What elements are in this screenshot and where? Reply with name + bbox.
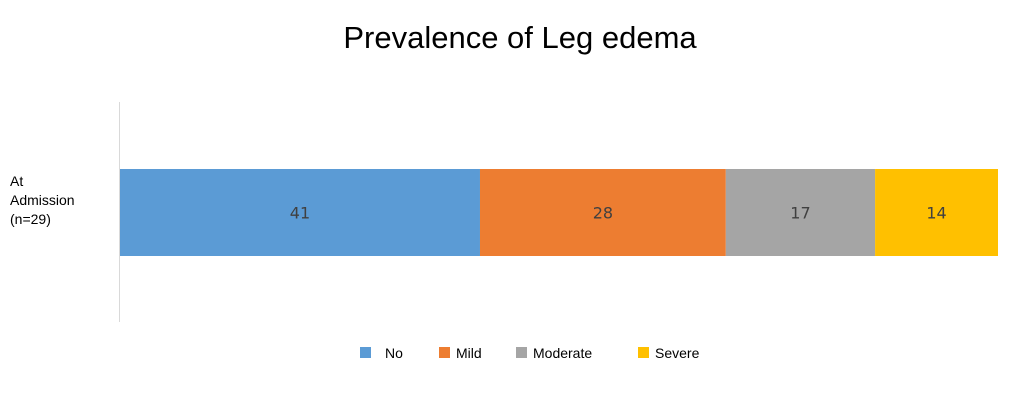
legend-label: Severe bbox=[655, 345, 700, 361]
data-label-severe: 14 bbox=[926, 204, 946, 223]
legend-swatch bbox=[439, 347, 450, 358]
category-labels: At Admission (n=29) bbox=[10, 173, 75, 227]
data-labels: 41 28 17 14 bbox=[290, 204, 947, 223]
chart-title: Prevalence of Leg edema bbox=[343, 20, 697, 55]
bar-segment-moderate bbox=[725, 169, 876, 256]
legend: No Mild Moderate Severe bbox=[360, 345, 700, 361]
legend-item-mild: Mild bbox=[439, 345, 482, 361]
legend-swatch bbox=[638, 347, 649, 358]
legend-label: Moderate bbox=[533, 345, 592, 361]
data-label-moderate: 17 bbox=[790, 204, 810, 223]
legend-swatch bbox=[516, 347, 527, 358]
bar-segments bbox=[120, 169, 998, 256]
bar-segment-mild bbox=[479, 169, 726, 256]
legend-item-moderate: Moderate bbox=[516, 345, 592, 361]
legend-swatch bbox=[360, 347, 371, 358]
data-label-mild: 28 bbox=[593, 204, 613, 223]
legend-item-no: No bbox=[360, 345, 403, 361]
category-label: At Admission (n=29) bbox=[10, 173, 75, 227]
legend-label: Mild bbox=[456, 345, 482, 361]
bar-segment-severe bbox=[875, 169, 998, 256]
data-label-no: 41 bbox=[290, 204, 310, 223]
legend-label: No bbox=[385, 345, 403, 361]
bar-segment-no bbox=[120, 169, 480, 256]
legend-item-severe: Severe bbox=[638, 345, 700, 361]
